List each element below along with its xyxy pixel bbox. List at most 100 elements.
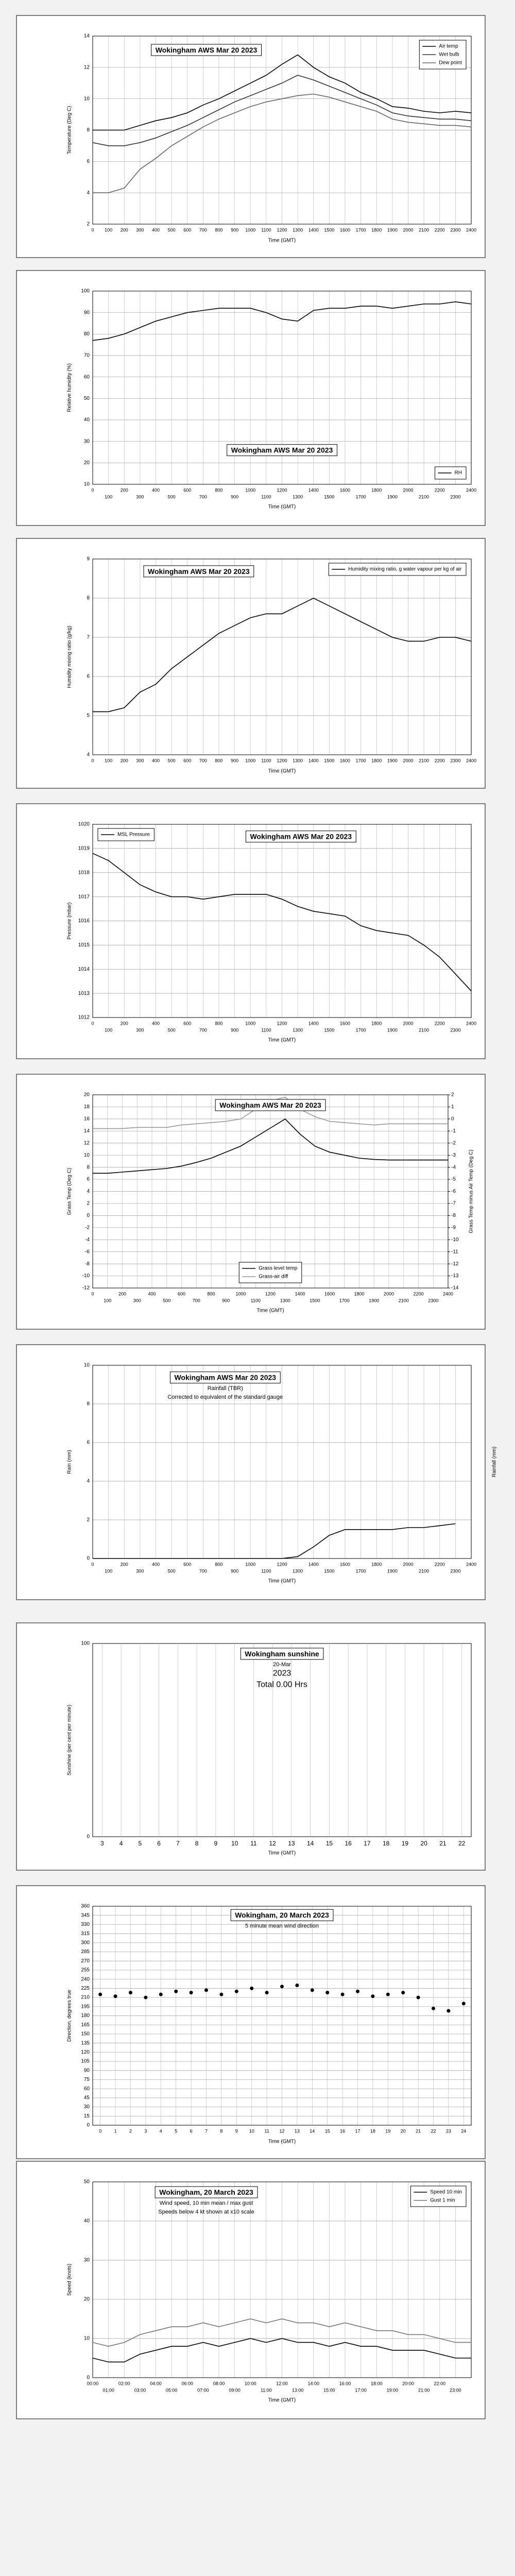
x-tick-label: 10 <box>249 2128 254 2133</box>
title-box <box>169 1371 281 1384</box>
x-tick-label: 6 <box>157 1840 161 1847</box>
y-tick-label: 6 <box>87 1440 90 1446</box>
x-tick-label: 0 <box>91 1291 94 1296</box>
title-box <box>227 444 338 456</box>
x-tick-label: 400 <box>152 758 160 763</box>
x-tick-label: 400 <box>152 227 160 232</box>
x-axis-label: Time (GMT) <box>268 1579 296 1584</box>
y-tick-label: 2 <box>87 222 90 227</box>
legend-label: Grass level temp <box>259 1266 297 1272</box>
x-tick-label: 0 <box>91 758 94 763</box>
y2-tick-label: -2 <box>451 1140 456 1146</box>
annotation: Wind speed, 10 min mean / max gust <box>160 2200 253 2206</box>
title: Wokingham AWS Mar 20 2023 <box>156 46 258 54</box>
subtitle: Rainfall (TBR) <box>208 1385 243 1392</box>
series-line <box>93 93 472 193</box>
x-tick-label: 23:00 <box>450 2387 461 2393</box>
x-tick-label: 1300 <box>293 227 303 232</box>
y-axis-label: Relative humidity (%) <box>67 363 73 412</box>
x-tick-label: 11 <box>250 1840 257 1847</box>
point <box>113 1994 117 1998</box>
y-tick-label: 9 <box>87 556 90 562</box>
y2-tick-label: -9 <box>451 1225 456 1230</box>
x-tick-label: 0 <box>99 2128 101 2133</box>
x-tick-label: 500 <box>163 1298 170 1303</box>
x-tick-label: 1600 <box>340 227 350 232</box>
y-tick-label: 8 <box>87 1401 90 1407</box>
x-tick-label: 1 <box>114 2128 117 2133</box>
x-tick-label: 400 <box>152 1562 160 1567</box>
panel <box>16 2161 486 2419</box>
x-tick-label: 1700 <box>356 1568 366 1573</box>
y-tick-label: 135 <box>81 2040 90 2046</box>
y2-tick-label: -13 <box>451 1273 459 1279</box>
legend: MSL Pressure <box>97 828 154 841</box>
plot-frame <box>92 291 472 485</box>
x-tick-label: 300 <box>136 1027 144 1032</box>
x-tick-label: 1400 <box>308 1562 319 1567</box>
y-tick-label: 10 <box>84 96 90 101</box>
y-tick-label: 285 <box>81 1949 90 1955</box>
x-axis-label: Time (GMT) <box>268 769 296 774</box>
x-tick-label: 1000 <box>235 1291 246 1296</box>
x-tick-label: 2 <box>129 2128 132 2133</box>
x-tick-label: 1900 <box>387 1027 398 1032</box>
title-box <box>240 1648 324 1660</box>
y-axis-label: Pressure (mbar) <box>67 902 73 939</box>
x-tick-label: 17 <box>364 1840 371 1847</box>
y-tick-label: 315 <box>81 1931 90 1937</box>
x-tick-label: 100 <box>105 758 112 763</box>
y-tick-label: 225 <box>81 1986 90 1991</box>
y-tick-label: 195 <box>81 2004 90 2009</box>
x-tick-label: 4 <box>119 1840 123 1847</box>
y-tick-label: 8 <box>87 127 90 133</box>
x-tick-label: 20 <box>401 2128 406 2133</box>
x-tick-label: 18 <box>370 2128 375 2133</box>
y-tick-label: 10 <box>84 2336 90 2342</box>
x-tick-label: 800 <box>215 758 222 763</box>
point <box>310 1988 314 1992</box>
x-tick-label: 10 <box>231 1840 238 1847</box>
y-tick-label: 1018 <box>78 870 90 875</box>
y2-tick-label: -7 <box>451 1201 456 1207</box>
y-tick-label: 165 <box>81 2022 90 2028</box>
point <box>280 1985 284 1989</box>
x-tick-label: 2000 <box>403 758 413 763</box>
x-tick-label: 900 <box>231 1027 238 1032</box>
legend-label: MSL Pressure <box>117 832 150 838</box>
y-tick-label: 8 <box>87 596 90 601</box>
x-tick-label: 1900 <box>387 1568 398 1573</box>
x-tick-label: 1400 <box>308 1021 319 1026</box>
x-tick-label: 900 <box>231 758 238 763</box>
y-tick-label: 1015 <box>78 942 90 948</box>
point <box>174 1989 178 1993</box>
x-tick-label: 17:00 <box>355 2387 367 2393</box>
x-tick-label: 1600 <box>340 1562 350 1567</box>
series-line <box>92 75 472 146</box>
point <box>340 1992 345 1996</box>
y-tick-label: 0 <box>87 2123 90 2128</box>
x-tick-label: 400 <box>148 1291 156 1296</box>
panel <box>16 1344 486 1600</box>
x-tick-label: 8 <box>220 2128 222 2133</box>
y-tick-label: 5 <box>87 713 90 719</box>
x-tick-label: 1000 <box>245 487 255 493</box>
y-tick-label: 210 <box>81 1995 90 2001</box>
x-tick-label: 2400 <box>466 487 476 493</box>
x-tick-label: 2100 <box>419 227 429 232</box>
y-tick-label: 10 <box>84 1363 90 1368</box>
x-tick-label: 06:00 <box>181 2381 193 2386</box>
x-tick-label: 600 <box>183 487 191 493</box>
legend-label: Wet bulb <box>439 52 459 58</box>
legend-label: Grass-air diff <box>259 1274 288 1280</box>
x-tick-label: 16 <box>340 2128 345 2133</box>
title-box <box>154 2186 258 2198</box>
y-axis-label: Temperature (Deg C) <box>67 106 73 155</box>
x-tick-label: 300 <box>136 494 144 499</box>
y-tick-label: 4 <box>87 1189 90 1194</box>
x-tick-label: 700 <box>199 1027 207 1032</box>
y-tick-label: 14 <box>84 33 90 39</box>
y2-tick-label: -3 <box>451 1153 456 1158</box>
x-tick-label: 1500 <box>324 758 334 763</box>
